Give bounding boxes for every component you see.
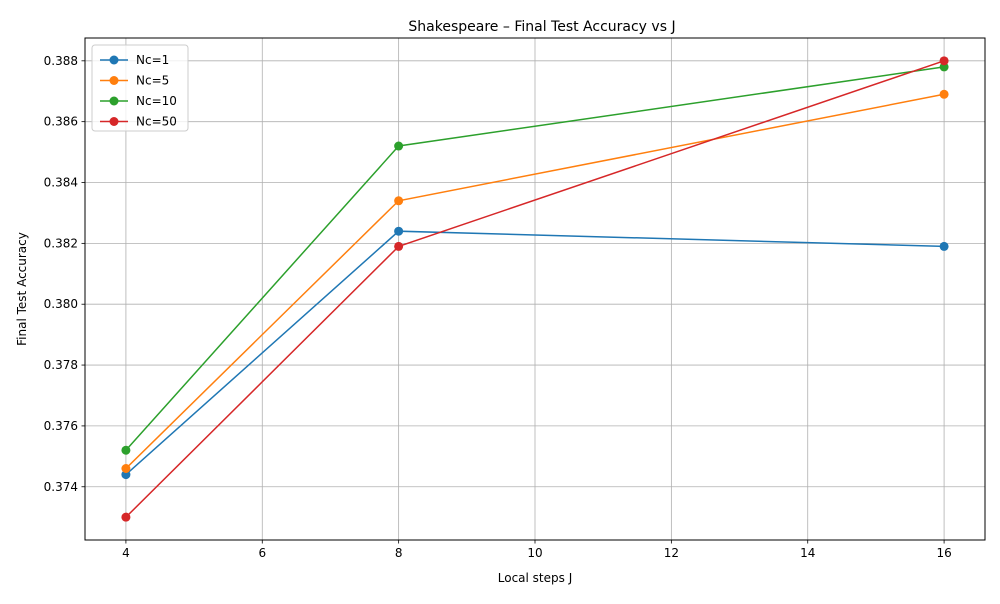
- x-tick-label: 8: [395, 546, 403, 560]
- chart-title: Shakespeare – Final Test Accuracy vs J: [408, 19, 675, 35]
- legend-label: Nc=1: [136, 53, 169, 67]
- data-point: [939, 89, 949, 99]
- data-point: [394, 141, 404, 151]
- legend-marker: [109, 76, 119, 85]
- legend-label: Nc=10: [136, 94, 177, 108]
- legend-item: Nc=50: [100, 115, 177, 129]
- series-nc-50: [121, 56, 949, 522]
- axis-ticks: 4 6 8 10 12 14 16 0.374 0.376 0.378 0.380 0.382 0.38…: [44, 54, 952, 560]
- data-point: [394, 226, 404, 236]
- legend-marker: [109, 117, 119, 126]
- y-tick-label: 0.380: [44, 297, 78, 311]
- data-point: [939, 56, 949, 66]
- legend-marker: [109, 55, 119, 65]
- legend-marker: [109, 96, 119, 106]
- data-point: [394, 196, 404, 206]
- legend-item: Nc=5: [100, 74, 169, 88]
- series-nc-5: [121, 89, 949, 474]
- data-point: [394, 241, 404, 251]
- x-tick-label: 12: [664, 546, 679, 560]
- series-layer: [121, 56, 949, 522]
- y-axis-title: Final Test Accuracy: [15, 232, 29, 346]
- x-tick-label: 14: [800, 546, 815, 560]
- data-point: [121, 512, 131, 522]
- x-axis-title: Local steps J: [498, 571, 572, 585]
- x-tick-label: 4: [122, 546, 130, 560]
- y-tick-label: 0.386: [44, 115, 78, 129]
- legend-item: Nc=1: [100, 53, 169, 67]
- x-tick-label: 10: [527, 546, 542, 560]
- y-tick-label: 0.374: [44, 480, 78, 494]
- legend-box: [91, 44, 189, 132]
- legend: Nc=1 Nc=5 Nc=10 Nc=50: [91, 44, 189, 132]
- legend-label: Nc=50: [136, 115, 177, 129]
- y-tick-label: 0.378: [44, 358, 78, 372]
- x-tick-label: 6: [258, 546, 266, 560]
- y-tick-label: 0.388: [44, 54, 78, 68]
- data-point: [121, 445, 131, 455]
- data-point: [939, 241, 949, 251]
- y-tick-label: 0.376: [44, 419, 78, 433]
- legend-label: Nc=5: [136, 74, 169, 88]
- y-tick-label: 0.384: [44, 176, 78, 190]
- x-tick-label: 16: [936, 546, 951, 560]
- y-tick-label: 0.382: [44, 236, 78, 250]
- data-point: [121, 464, 131, 474]
- legend-item: Nc=10: [100, 94, 177, 108]
